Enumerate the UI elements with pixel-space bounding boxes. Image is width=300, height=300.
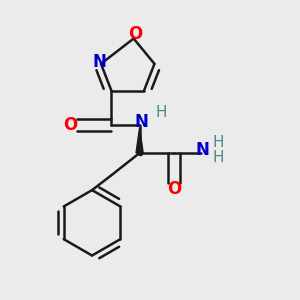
Text: O: O [64,116,78,134]
Text: H: H [155,105,167,120]
Text: H: H [213,150,224,165]
Text: O: O [167,180,182,198]
Text: N: N [134,113,148,131]
Polygon shape [136,128,143,153]
Text: N: N [92,53,106,71]
Text: H: H [213,135,224,150]
Text: N: N [196,141,210,159]
Text: O: O [128,25,142,43]
